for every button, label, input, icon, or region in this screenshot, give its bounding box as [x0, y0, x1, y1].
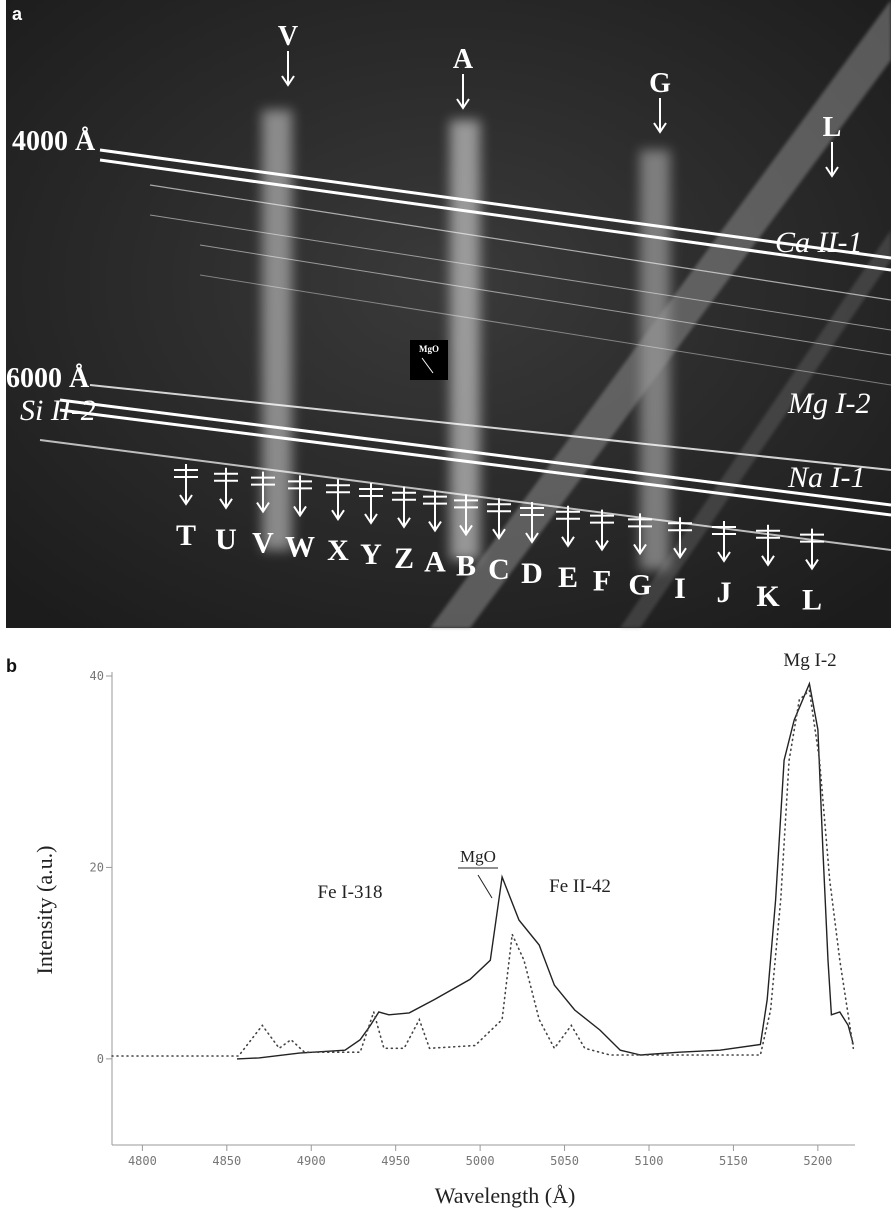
- x-tick-label: 5000: [466, 1154, 495, 1168]
- wavelength-mark: 6000 Å: [6, 363, 90, 394]
- marker-arrowhead: [717, 551, 731, 563]
- inset-label: MgO: [419, 344, 439, 354]
- x-tick-label: 5100: [635, 1154, 664, 1168]
- marker-arrowhead: [179, 494, 193, 506]
- x-tick-label: 4950: [381, 1154, 410, 1168]
- annotation-arrow: [477, 874, 493, 899]
- marker-arrowhead: [281, 75, 295, 87]
- marker-arrowhead: [825, 166, 839, 178]
- bottom-marker: G: [628, 568, 651, 601]
- x-axis-label: Wavelength (Å): [435, 1183, 576, 1208]
- y-axis-label: Intensity (a.u.): [32, 846, 57, 975]
- marker-arrowhead: [364, 513, 378, 525]
- y-tick-label: 20: [90, 860, 104, 874]
- marker-arrowhead: [331, 509, 345, 522]
- panel-label: a: [12, 4, 23, 24]
- top-marker: L: [823, 112, 842, 143]
- line-label: Si II-2: [20, 394, 96, 427]
- marker-arrowhead: [397, 517, 411, 529]
- marker-arrowhead: [761, 555, 775, 567]
- diagonal-streak: [620, 230, 891, 628]
- line-label: Ca II-1: [775, 226, 862, 259]
- spectrum-photo: MgO a 4000 Å 6000 Å Ca II-1 Mg I-2 Na I-…: [6, 0, 891, 628]
- inset-box: [410, 340, 448, 380]
- marker-arrowhead: [633, 543, 647, 556]
- marker-arrowhead: [492, 528, 506, 541]
- marker-arrowhead: [595, 540, 609, 552]
- bottom-marker: L: [802, 584, 822, 617]
- spectral-lines: [39, 148, 891, 551]
- y-tick-label: 0: [97, 1052, 104, 1066]
- bottom-marker: E: [558, 561, 578, 594]
- data-line: [236, 681, 854, 1060]
- bottom-marker: W: [285, 530, 315, 563]
- bottom-marker: C: [488, 553, 510, 586]
- bottom-marker: B: [456, 549, 476, 582]
- bottom-marker: Z: [394, 542, 414, 575]
- marker-arrowhead: [459, 524, 473, 537]
- top-marker: V: [278, 21, 298, 52]
- marker-arrowhead: [673, 547, 687, 560]
- x-tick-label: 4900: [297, 1154, 326, 1168]
- bottom-marker: I: [674, 572, 686, 605]
- x-tick-label: 4800: [128, 1154, 157, 1168]
- data-line: [111, 688, 855, 1057]
- annotation: MgO: [460, 847, 496, 866]
- photo-background: [6, 0, 891, 628]
- marker-arrowhead: [293, 505, 307, 518]
- line-label: Mg I-2: [787, 387, 870, 420]
- bottom-marker: F: [593, 565, 611, 598]
- marker-arrowhead: [428, 521, 442, 533]
- line-label: Na I-1: [787, 461, 866, 494]
- bottom-marker: K: [756, 580, 780, 613]
- top-marker: G: [649, 68, 671, 99]
- marker-arrowhead: [525, 532, 539, 544]
- bottom-marker: Y: [360, 538, 382, 571]
- y-tick-label: 40: [90, 669, 104, 683]
- x-tick-label: 5150: [719, 1154, 748, 1168]
- marker-arrowhead: [456, 98, 470, 110]
- bottom-marker: J: [717, 576, 732, 609]
- panel-label: b: [6, 656, 17, 676]
- marker-arrowhead: [219, 498, 233, 510]
- marker-arrowhead: [561, 536, 575, 548]
- top-marker: A: [453, 44, 474, 75]
- annotation: Fe I-318: [318, 882, 383, 903]
- bottom-marker: X: [327, 534, 349, 567]
- marker-arrowhead: [805, 559, 819, 571]
- annotation: Mg I-2: [783, 650, 836, 671]
- x-tick-label: 4850: [212, 1154, 241, 1168]
- inset-arrow: [421, 357, 434, 374]
- bottom-marker: U: [215, 523, 237, 556]
- x-tick-label: 5200: [803, 1154, 832, 1168]
- bottom-marker: V: [252, 527, 274, 560]
- bottom-marker: D: [521, 557, 543, 590]
- bottom-marker: A: [424, 546, 446, 579]
- marker-arrowhead: [256, 502, 270, 514]
- x-tick-label: 5050: [550, 1154, 579, 1168]
- bottom-marker: T: [176, 519, 196, 552]
- line-chart: b Wavelength (Å) Intensity (a.u.) Mg I-2…: [6, 650, 855, 1208]
- wavelength-mark: 4000 Å: [12, 126, 96, 157]
- annotation: Fe II-42: [549, 876, 611, 897]
- marker-arrowhead: [653, 122, 667, 134]
